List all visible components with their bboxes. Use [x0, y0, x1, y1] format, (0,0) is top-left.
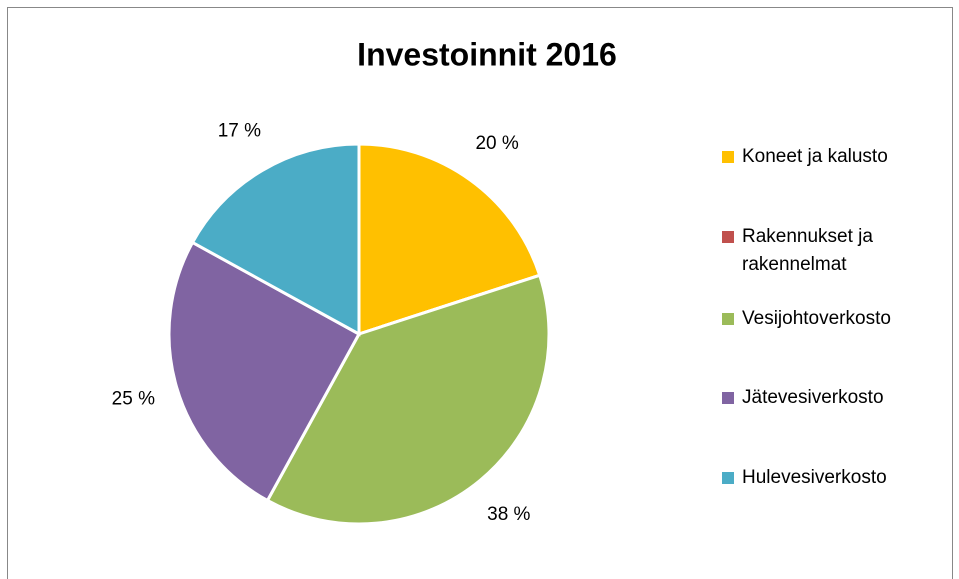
legend-swatch — [722, 472, 734, 484]
data-label: 25 % — [112, 389, 155, 410]
legend-label: Hulevesiverkosto — [742, 467, 887, 488]
pie-slice — [190, 142, 361, 337]
legend-label: Jätevesiverkosto — [742, 387, 884, 408]
legend-label: Rakennukset ja rakennelmat — [742, 226, 873, 275]
data-label: 17 % — [218, 121, 261, 142]
legend-swatch — [722, 231, 734, 243]
legend-swatch — [722, 313, 734, 325]
legend-label: Koneet ja kalusto — [742, 146, 888, 167]
data-label: 38 % — [487, 504, 530, 525]
chart-title: Investoinnit 2016 — [357, 36, 617, 72]
pie-slice — [357, 142, 542, 337]
legend-label: Vesijohtoverkosto — [742, 308, 891, 329]
legend-swatch — [722, 151, 734, 163]
pie-slice — [167, 240, 362, 503]
legend-swatch — [722, 392, 734, 404]
pie-slice — [265, 273, 551, 526]
data-label: 20 % — [475, 133, 518, 154]
